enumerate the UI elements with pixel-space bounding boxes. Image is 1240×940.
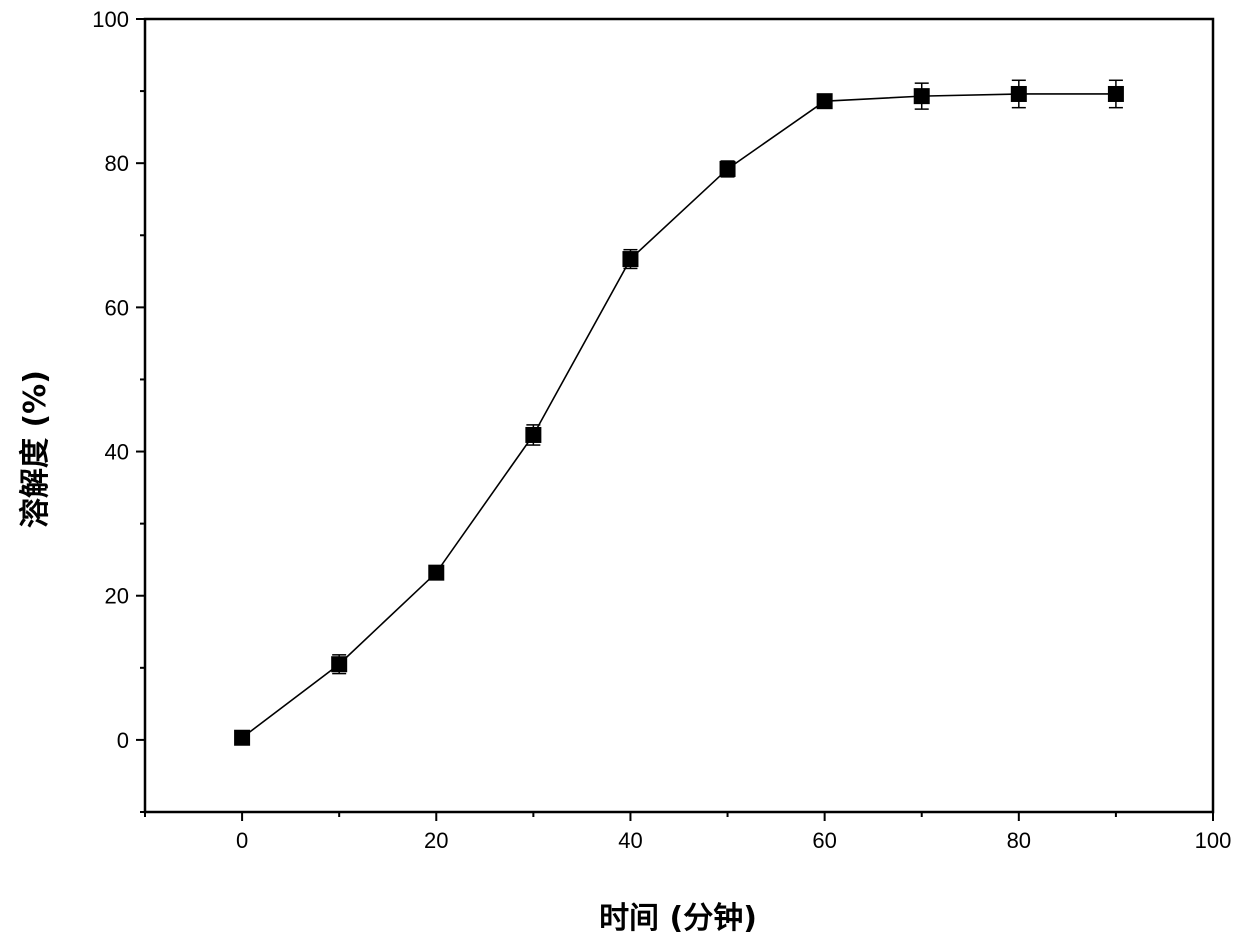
error-bars (235, 80, 1123, 742)
data-point (525, 427, 541, 443)
tick-labels: 0 20 40 60 80 100 0 20 40 60 80 100 (92, 7, 1231, 853)
data-point (428, 565, 444, 581)
y-tick-label: 60 (105, 295, 129, 320)
plot-frame (145, 19, 1213, 812)
x-tick-label: 100 (1195, 828, 1232, 853)
data-point (817, 93, 833, 109)
x-tick-label: 80 (1007, 828, 1031, 853)
series-path (242, 94, 1116, 738)
y-tick-label: 100 (92, 7, 129, 32)
data-point (622, 251, 638, 267)
y-tick-label: 80 (105, 151, 129, 176)
data-point (1108, 86, 1124, 102)
series-line (242, 94, 1116, 738)
data-point (720, 161, 736, 177)
y-axis-label: 溶解度 (%) (18, 370, 53, 528)
x-tick-label: 20 (424, 828, 448, 853)
x-axis-label: 时间 (分钟) (599, 901, 757, 936)
data-point (331, 656, 347, 672)
data-point (1011, 86, 1027, 102)
data-point (914, 88, 930, 104)
y-tick-label: 40 (105, 440, 129, 465)
axes (136, 19, 1213, 821)
data-point (234, 730, 250, 746)
y-tick-label: 20 (105, 584, 129, 609)
x-tick-label: 40 (618, 828, 642, 853)
data-markers (234, 86, 1124, 746)
y-tick-label: 0 (117, 728, 129, 753)
x-tick-label: 0 (236, 828, 248, 853)
x-tick-label: 60 (812, 828, 836, 853)
